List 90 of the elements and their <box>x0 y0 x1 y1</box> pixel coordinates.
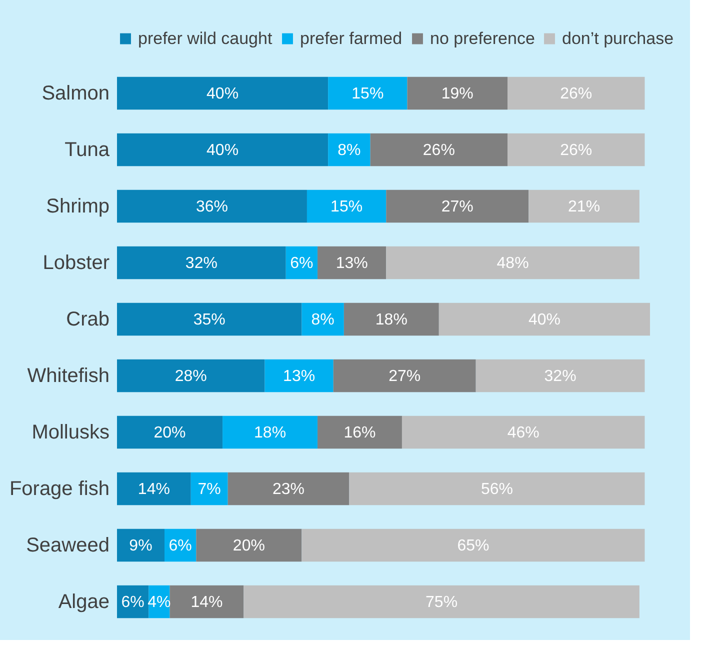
bar <box>117 190 307 223</box>
bar <box>302 528 645 562</box>
y-tick-label: Forage fish <box>9 478 110 500</box>
bar <box>318 246 386 280</box>
data-label: 15% <box>330 198 363 216</box>
bar <box>190 472 228 506</box>
y-tick-label: Mollusks <box>32 421 110 444</box>
bar <box>117 528 164 562</box>
legend-label: prefer wild caught <box>138 28 272 48</box>
data-label: 14% <box>190 594 223 611</box>
data-label: 18% <box>254 424 286 442</box>
data-label: 32% <box>544 368 576 385</box>
data-label: 20% <box>232 537 265 554</box>
data-label: 46% <box>507 424 540 442</box>
data-label: 36% <box>196 198 228 216</box>
data-label: 28% <box>174 368 207 385</box>
data-label: 21% <box>568 198 600 216</box>
bar <box>244 585 640 618</box>
bar <box>344 302 439 336</box>
bar <box>476 359 645 392</box>
legend-label: no preference <box>430 28 535 48</box>
bar <box>386 190 529 223</box>
y-tick-label: Whitefish <box>27 364 110 387</box>
bar <box>508 133 645 166</box>
bar <box>117 76 328 110</box>
data-label: 27% <box>441 198 474 216</box>
bar <box>508 76 645 110</box>
bar <box>402 416 645 449</box>
bar <box>349 472 645 506</box>
y-tick-label: Algae <box>58 590 110 613</box>
bar <box>117 416 223 449</box>
y-tick-label: Seaweed <box>26 534 110 556</box>
data-label: 6% <box>290 254 314 272</box>
data-label: 65% <box>457 537 490 554</box>
bar <box>117 246 286 280</box>
y-tick-label: Shrimp <box>46 195 110 218</box>
bar <box>328 76 408 110</box>
data-label: 26% <box>560 142 592 159</box>
data-label: 40% <box>206 85 239 102</box>
bar <box>228 472 350 506</box>
data-label: 6% <box>168 537 192 554</box>
data-label: 19% <box>441 85 474 102</box>
bar <box>264 359 334 392</box>
bar <box>306 190 386 223</box>
bar <box>386 246 640 280</box>
data-label: 32% <box>185 254 218 272</box>
y-tick-label: Tuna <box>64 138 110 161</box>
data-label: 15% <box>352 85 384 102</box>
data-label: 27% <box>388 368 421 385</box>
data-label: 48% <box>496 254 529 272</box>
bar <box>328 133 370 166</box>
bar <box>333 359 476 392</box>
bar <box>170 585 244 618</box>
y-tick-label: Crab <box>66 308 110 330</box>
data-label: 26% <box>422 142 455 159</box>
data-label: 23% <box>272 480 305 498</box>
data-label: 26% <box>560 85 592 102</box>
data-label: 8% <box>311 311 334 328</box>
data-label: 35% <box>193 311 226 328</box>
bar <box>117 302 302 336</box>
data-label: 7% <box>198 480 221 498</box>
data-label: 40% <box>206 142 239 159</box>
bar <box>318 416 402 449</box>
y-tick-label: Lobster <box>42 252 110 274</box>
bar <box>438 302 650 336</box>
bar <box>117 472 191 506</box>
data-label: 75% <box>426 594 458 611</box>
data-label: 13% <box>336 254 368 272</box>
bar <box>196 528 302 562</box>
data-label: 8% <box>338 142 361 159</box>
data-label: 6% <box>121 594 144 611</box>
bar <box>302 302 344 336</box>
bar <box>370 133 508 166</box>
y-tick-label: Salmon <box>42 82 110 104</box>
data-label: 4% <box>148 594 171 611</box>
legend-label: prefer farmed <box>300 28 402 48</box>
data-label: 9% <box>129 537 152 554</box>
bar <box>222 416 318 449</box>
data-label: 14% <box>138 480 170 498</box>
data-label: 18% <box>375 311 408 328</box>
bar <box>117 133 328 166</box>
data-label: 56% <box>480 480 513 498</box>
data-label: 16% <box>344 424 376 442</box>
legend-label: don’t purchase <box>562 28 674 48</box>
bar <box>117 359 265 392</box>
bar <box>528 190 640 223</box>
bar <box>407 76 508 110</box>
data-label: 13% <box>283 368 316 385</box>
data-label: 40% <box>528 311 560 328</box>
data-label: 20% <box>154 424 186 442</box>
